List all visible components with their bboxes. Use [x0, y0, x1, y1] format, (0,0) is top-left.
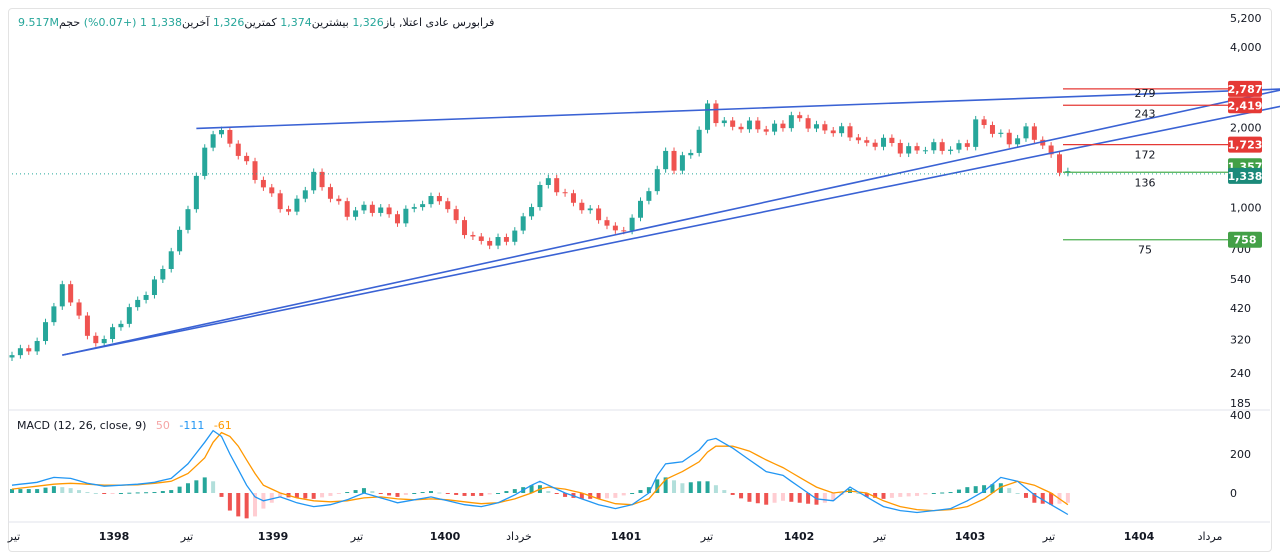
change-value: 1 (+0.07%) [83, 16, 147, 29]
close-value: 1,338 [150, 16, 182, 29]
ohlc-info: فرابورس عادی اعتلا, باز1,326 بیشترین1,37… [18, 16, 494, 29]
chart-panel [8, 8, 1272, 552]
high-label: بیشترین [311, 16, 349, 29]
symbol-name[interactable]: فرابورس عادی [425, 16, 495, 29]
close-label: آخرین [181, 16, 210, 29]
macd-line-value: -111 [179, 419, 205, 432]
volume-label: حجم [58, 16, 81, 29]
macd-legend: MACD (12, 26, close, 9) 50 -111 -61 [17, 419, 232, 432]
high-value: 1,374 [280, 16, 312, 29]
interval-label: اعتلا, [399, 16, 423, 29]
open-label: باز [383, 16, 396, 29]
open-value: 1,326 [352, 16, 384, 29]
low-value: 1,326 [212, 16, 245, 29]
volume-value: 9.517M [18, 16, 59, 29]
low-label: کمترین [244, 16, 277, 29]
macd-title: MACD (12, 26, close, 9) [17, 419, 147, 432]
macd-signal-value: -61 [213, 419, 232, 432]
macd-hist-value: 50 [155, 419, 170, 432]
